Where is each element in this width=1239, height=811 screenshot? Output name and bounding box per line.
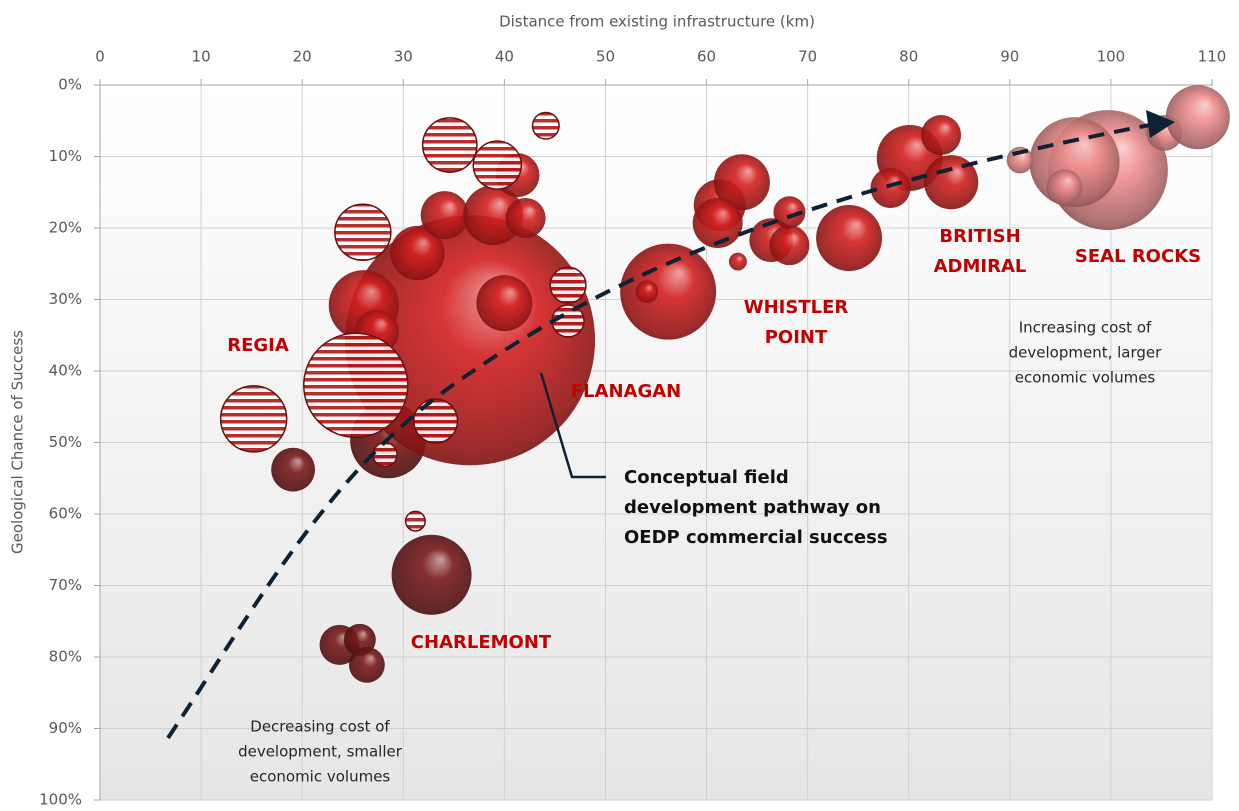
x-tick-label: 110 <box>1198 48 1227 66</box>
bubble <box>220 385 287 452</box>
x-tick-label: 70 <box>798 48 817 66</box>
bubble <box>476 275 533 332</box>
bubble-shade <box>404 510 426 532</box>
x-tick-label: 50 <box>596 48 615 66</box>
field-label: ADMIRAL <box>934 256 1027 277</box>
x-tick-label: 0 <box>95 48 105 66</box>
x-tick-label: 100 <box>1097 48 1126 66</box>
y-tick-label: 10% <box>49 147 82 165</box>
bubble-shade <box>472 140 523 190</box>
bubble-shade <box>412 398 459 444</box>
x-tick-label: 20 <box>293 48 312 66</box>
bubble-shade <box>219 385 288 453</box>
bubble <box>532 112 560 140</box>
bubble <box>769 225 810 266</box>
note-text: development, smaller <box>238 743 403 761</box>
y-tick-label: 30% <box>49 290 82 308</box>
callout-text: Conceptual field <box>624 467 789 488</box>
bubble <box>463 185 524 246</box>
bubble <box>373 442 398 467</box>
callout-text: development pathway on <box>624 497 881 518</box>
bubble-shade <box>334 203 392 262</box>
bubble <box>303 333 408 438</box>
bubble <box>921 115 962 156</box>
arrow-head <box>1146 110 1175 138</box>
y-tick-label: 100% <box>39 791 82 809</box>
callout-line <box>539 372 606 479</box>
field-label: CHARLEMONT <box>411 632 552 653</box>
field-label: POINT <box>765 327 828 348</box>
callout-text: OEDP commercial success <box>624 527 888 548</box>
field-label: FLANAGAN <box>571 381 681 402</box>
y-tick-label: 90% <box>49 719 82 737</box>
note-text: economic volumes <box>1015 369 1156 387</box>
bubble <box>924 155 979 210</box>
bubble <box>552 304 585 337</box>
bubble <box>390 225 445 281</box>
note-text: economic volumes <box>250 768 391 786</box>
x-tick-label: 10 <box>192 48 211 66</box>
x-tick-label: 40 <box>495 48 514 66</box>
bubble <box>420 191 469 240</box>
bubble <box>635 280 659 303</box>
bubble-shade <box>549 266 587 304</box>
bubble <box>405 511 426 531</box>
bubble <box>473 141 522 190</box>
y-tick-label: 60% <box>49 505 82 523</box>
bubble <box>413 399 458 443</box>
bubble-shade <box>421 117 478 173</box>
note-text: Decreasing cost of <box>250 718 390 736</box>
bubble <box>1165 85 1230 150</box>
x-tick-label: 60 <box>697 48 716 66</box>
y-tick-label: 50% <box>49 433 82 451</box>
note-text: Increasing cost of <box>1019 319 1152 337</box>
bubble <box>391 534 472 615</box>
bubble-shade <box>531 111 560 140</box>
y-tick-label: 80% <box>49 648 82 666</box>
bubble-shade <box>303 332 409 439</box>
y-tick-label: 70% <box>49 576 82 594</box>
x-tick-label: 80 <box>899 48 918 66</box>
bubble <box>816 205 883 271</box>
y-tick-label: 20% <box>49 219 82 237</box>
bubble <box>348 646 385 683</box>
field-label: WHISTLER <box>744 297 849 318</box>
bubble <box>620 243 717 340</box>
bubble <box>692 198 743 248</box>
y-axis-title: Geological Chance of Success <box>9 330 27 554</box>
bubble <box>422 117 477 173</box>
field-label: SEAL ROCKS <box>1075 246 1201 267</box>
bubble <box>505 197 546 238</box>
bubble <box>271 447 315 492</box>
bubble <box>728 252 747 271</box>
bubble <box>713 154 770 211</box>
bubble <box>1046 169 1083 206</box>
field-label: REGIA <box>227 335 289 356</box>
bubble <box>334 204 391 261</box>
pathway-arrow <box>166 123 1151 740</box>
x-tick-label: 90 <box>1000 48 1019 66</box>
x-tick-label: 30 <box>394 48 413 66</box>
bubble <box>773 196 806 229</box>
note-text: development, larger <box>1009 344 1162 362</box>
x-axis-title: Distance from existing infrastructure (k… <box>499 13 815 31</box>
bubble <box>870 167 911 208</box>
y-tick-label: 0% <box>58 76 82 94</box>
field-label: BRITISH <box>939 226 1020 247</box>
bubble <box>550 267 586 304</box>
y-tick-label: 40% <box>49 362 82 380</box>
